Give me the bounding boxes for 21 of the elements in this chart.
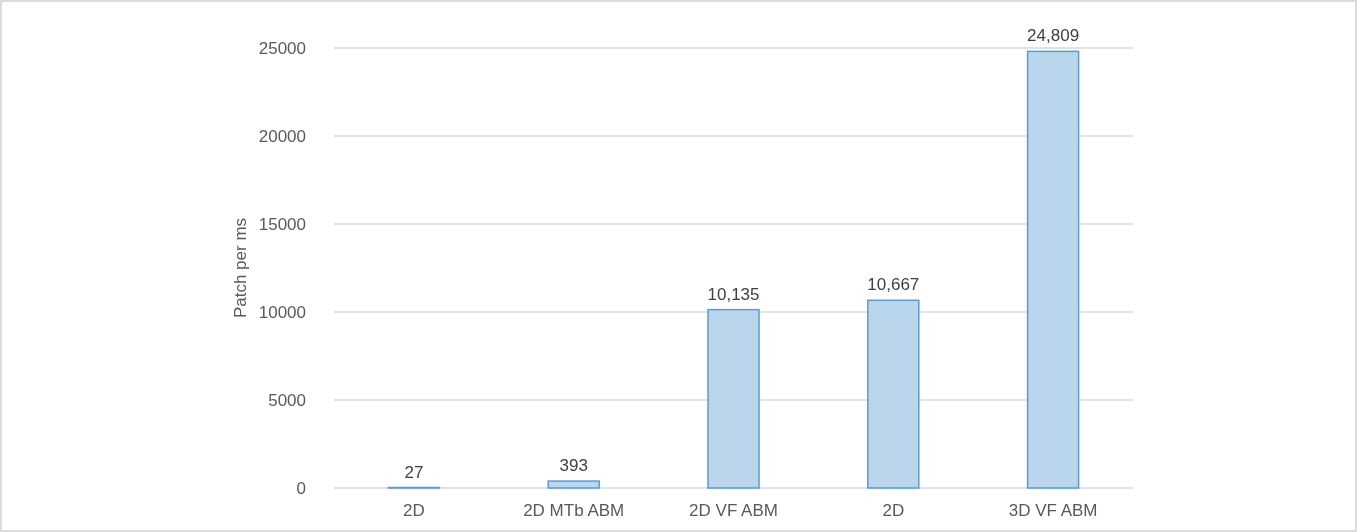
x-tick-label: 2D MTb ABM (523, 501, 625, 520)
x-tick-label: 2D (403, 501, 425, 520)
y-tick-label: 0 (296, 478, 306, 498)
y-tick-label: 25000 (258, 38, 306, 58)
data-label: 24,809 (1027, 26, 1080, 46)
y-tick-label: 5000 (268, 390, 306, 410)
y-axis-title: Patch per ms (231, 217, 250, 319)
data-label: 10,667 (867, 275, 920, 295)
y-tick-label: 20000 (258, 126, 306, 146)
data-label: 10,135 (707, 284, 760, 304)
x-tick-label: 2D VF ABM (689, 501, 778, 520)
y-tick-label: 10000 (258, 302, 306, 322)
bar (707, 308, 760, 489)
bar (1026, 50, 1080, 489)
bar (547, 480, 600, 489)
x-tick-label: 3D VF ABM (1008, 501, 1098, 520)
data-label: 27 (404, 462, 424, 482)
bar (867, 299, 920, 489)
data-label: 393 (559, 456, 588, 476)
y-tick-label: 15000 (258, 214, 306, 234)
x-tick-label: 2D (882, 501, 905, 520)
